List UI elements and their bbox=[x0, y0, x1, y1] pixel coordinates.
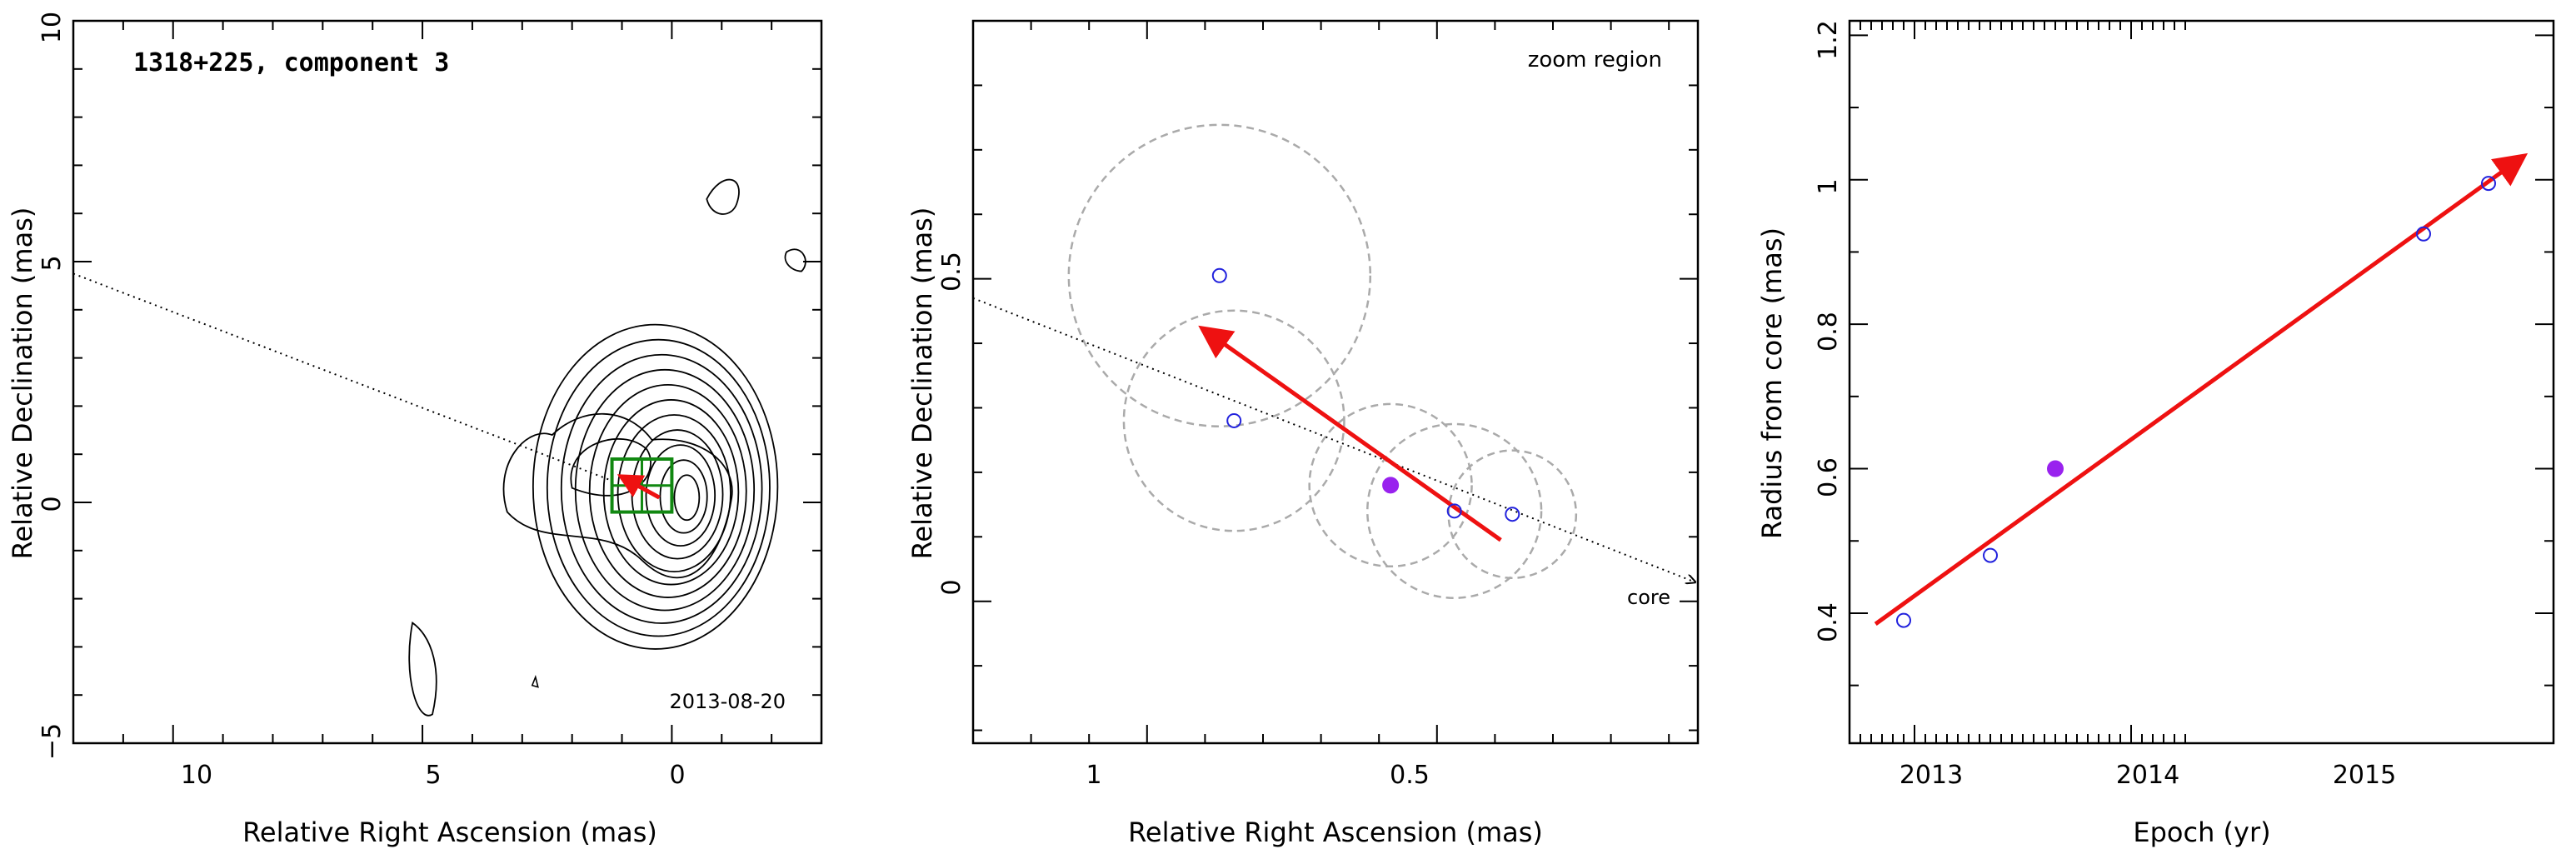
contour bbox=[602, 399, 740, 586]
middle-motion-arrow bbox=[1198, 325, 1502, 542]
left-plot-frame bbox=[72, 19, 823, 745]
error-circle bbox=[1122, 309, 1345, 532]
right-ytick-label: 0.8 bbox=[1814, 312, 1843, 352]
core-label: core bbox=[1627, 586, 1670, 609]
middle-ytick-label: 0.5 bbox=[937, 252, 966, 292]
open-point bbox=[1505, 507, 1520, 522]
contour bbox=[645, 444, 716, 547]
middle-error-circles bbox=[1067, 123, 1578, 599]
contour bbox=[546, 338, 771, 637]
left-xtick-label: 0 bbox=[669, 761, 685, 790]
middle-jet-axis bbox=[972, 297, 1695, 582]
error-circle bbox=[1366, 422, 1543, 599]
contour-edge-blob bbox=[784, 248, 806, 272]
middle-xtick-label: 0.5 bbox=[1390, 761, 1430, 790]
right-ylabel: Radius from core (mas) bbox=[1756, 227, 1788, 539]
contour bbox=[574, 368, 756, 612]
right-ytick-label: 0.4 bbox=[1814, 602, 1843, 642]
filled-point bbox=[1382, 477, 1400, 494]
contour-speck bbox=[531, 675, 539, 688]
middle-ticks bbox=[972, 21, 1698, 743]
contour bbox=[532, 323, 779, 650]
open-point bbox=[2416, 226, 2431, 242]
left-xtick-label: 5 bbox=[425, 761, 441, 790]
open-point bbox=[1896, 612, 1911, 628]
left-ytick-label: −5 bbox=[37, 723, 67, 760]
right-xtick-label: 2013 bbox=[1900, 761, 1963, 790]
contour-south-blob bbox=[408, 621, 437, 717]
contour bbox=[560, 353, 763, 624]
left-title: 1318+225, component 3 bbox=[133, 48, 449, 77]
left-ytick-label: 0 bbox=[37, 496, 67, 512]
middle-points bbox=[1211, 267, 1520, 522]
right-ytick-label: 1.2 bbox=[1814, 20, 1843, 60]
left-jet-axis bbox=[72, 272, 612, 482]
open-point bbox=[1446, 503, 1462, 519]
right-xtick-label: 2014 bbox=[2116, 761, 2179, 790]
left-ylabel: Relative Declination (mas) bbox=[7, 207, 38, 560]
open-point bbox=[1226, 412, 1242, 428]
open-point bbox=[1983, 547, 1998, 563]
contour bbox=[588, 383, 747, 598]
right-xtick-label: 2015 bbox=[2333, 761, 2396, 790]
right-ytick-label: 0.6 bbox=[1814, 457, 1843, 497]
left-ytick-label: 10 bbox=[37, 12, 67, 43]
contour-north-blob bbox=[706, 178, 740, 215]
left-ytick-label: 5 bbox=[37, 255, 67, 271]
panel-left-map: 1318+225, component 3 2013-08-20 Relativ… bbox=[7, 12, 823, 848]
middle-plot-frame bbox=[971, 19, 1700, 745]
open-point bbox=[1211, 267, 1227, 283]
left-xtick-label: 10 bbox=[181, 761, 212, 790]
panel-right-radius: Epoch (yr) Radius from core (mas) 2013 2… bbox=[1756, 19, 2555, 848]
zoom-region-label: zoom region bbox=[1528, 47, 1662, 72]
left-date-label: 2013-08-20 bbox=[670, 690, 786, 713]
right-xlabel: Epoch (yr) bbox=[2133, 817, 2270, 848]
left-xlabel: Relative Right Ascension (mas) bbox=[242, 817, 657, 848]
panel-middle-zoom: zoom region core Relative Right Ascensio… bbox=[906, 19, 1700, 848]
left-ticks bbox=[72, 20, 822, 744]
error-circle bbox=[1308, 402, 1473, 568]
right-points bbox=[1896, 176, 2496, 628]
open-point bbox=[2481, 176, 2496, 192]
filled-point bbox=[2047, 460, 2064, 477]
middle-ylabel: Relative Declination (mas) bbox=[906, 207, 938, 560]
contour-outer bbox=[502, 412, 733, 579]
middle-ytick-label: 0 bbox=[937, 579, 966, 595]
left-contours bbox=[408, 178, 806, 717]
right-fit-arrow bbox=[1874, 152, 2529, 626]
contour bbox=[659, 459, 708, 534]
error-circle bbox=[1067, 123, 1372, 427]
right-ticks bbox=[1849, 21, 2554, 743]
right-ytick-label: 1 bbox=[1814, 178, 1843, 194]
left-arrow bbox=[617, 474, 661, 500]
right-plot-frame bbox=[1848, 19, 2555, 745]
middle-xlabel: Relative Right Ascension (mas) bbox=[1128, 817, 1543, 848]
middle-xtick-label: 1 bbox=[1086, 761, 1101, 790]
contour bbox=[673, 474, 701, 522]
